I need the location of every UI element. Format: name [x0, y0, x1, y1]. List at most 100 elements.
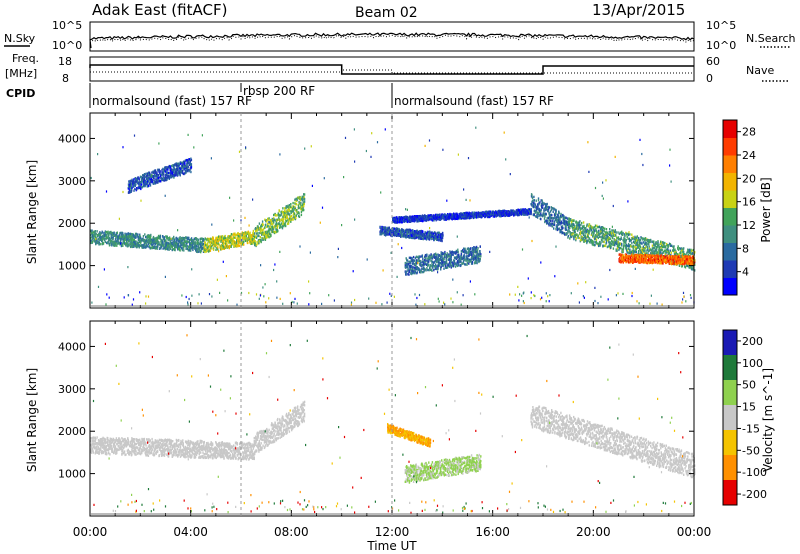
power-cell [291, 210, 293, 213]
power-cell [238, 244, 241, 247]
power-cell [276, 226, 279, 229]
power-cell [267, 218, 269, 222]
power-cell [406, 215, 409, 219]
power-cell [245, 236, 247, 240]
power-cell [431, 254, 433, 257]
power-cell [146, 236, 148, 240]
power-cell [174, 241, 176, 244]
station-title: Adak East (fitACF) [92, 1, 227, 19]
power-cell [285, 218, 287, 221]
power-cell [168, 175, 170, 178]
power-cell [261, 236, 263, 240]
power-cell [460, 264, 462, 267]
power-cell [199, 243, 201, 246]
power-cell [414, 270, 417, 274]
freq-tick-top: 18 [58, 55, 72, 68]
power-cell [487, 214, 490, 217]
power-cell [439, 261, 441, 265]
power-cell [148, 184, 150, 187]
power-cell [299, 198, 302, 202]
power-cell [547, 206, 550, 209]
power-cell [181, 248, 184, 252]
power-cell [241, 243, 243, 246]
power-cell [226, 238, 229, 241]
power-cell [134, 245, 137, 248]
power-cell [538, 214, 540, 217]
power-cell [186, 163, 188, 166]
power-cell [287, 212, 289, 215]
power-cell [185, 247, 187, 250]
power-cell [157, 234, 160, 238]
power-cell [188, 163, 191, 166]
power-cell [232, 237, 234, 241]
power-cell [300, 197, 303, 201]
power-cell [500, 215, 502, 218]
power-cell [180, 162, 182, 166]
power-cell [164, 175, 167, 178]
power-cell [130, 245, 133, 248]
power-cell [167, 242, 169, 245]
power-cell [422, 267, 424, 270]
power-cell [410, 271, 412, 274]
power-cell [443, 257, 445, 260]
power-cell [159, 170, 161, 173]
power-cell [143, 177, 146, 181]
power-cell [513, 213, 516, 217]
power-cell [422, 230, 424, 233]
power-cell [291, 206, 293, 210]
power-cell [195, 249, 197, 252]
power-cell [250, 238, 252, 242]
power-cell [537, 207, 539, 210]
power-cell [504, 214, 507, 217]
power-cell [116, 231, 118, 234]
power-cell [280, 212, 283, 215]
power-cell [103, 238, 106, 242]
power-cell [294, 205, 296, 209]
power-cell [189, 245, 191, 248]
power-cell [171, 248, 173, 252]
power-cell [556, 224, 559, 227]
power-cell [249, 240, 251, 243]
power-cell [557, 223, 559, 226]
power-cell [112, 237, 114, 240]
power-cell [160, 240, 162, 243]
power-cell [201, 237, 203, 240]
power-cell [505, 210, 507, 214]
power-cell [420, 270, 423, 273]
power-cell [126, 237, 129, 240]
power-cell [412, 229, 414, 232]
power-cell [303, 202, 305, 206]
power-cell [560, 222, 563, 225]
power-cell [466, 214, 469, 218]
power-cell [130, 240, 133, 243]
power-cell [274, 224, 277, 227]
power-cell [119, 235, 121, 239]
power-cell [128, 180, 131, 184]
power-cell [181, 161, 184, 164]
power-cell [416, 229, 418, 233]
power-cell [573, 227, 576, 230]
power-cell [474, 254, 476, 257]
power-cell [130, 238, 133, 241]
power-cell [206, 249, 208, 252]
power-cell [148, 179, 150, 183]
power-cell [379, 232, 382, 236]
power-cell [140, 187, 142, 191]
power-cell [162, 167, 164, 171]
power-cell [424, 268, 426, 271]
power-cell [407, 273, 409, 276]
power-cell [425, 269, 427, 272]
power-cell [293, 208, 295, 211]
power-cell [147, 240, 149, 244]
power-cell [228, 241, 230, 244]
power-cell [251, 236, 254, 239]
power-cell [477, 215, 479, 219]
power-cell [508, 210, 510, 213]
power-cell [216, 243, 218, 246]
power-cell [171, 242, 173, 245]
power-cell [127, 242, 129, 245]
power-cell [417, 217, 420, 221]
power-cell [112, 235, 114, 239]
power-cell [167, 238, 169, 242]
power-cell [205, 244, 207, 247]
